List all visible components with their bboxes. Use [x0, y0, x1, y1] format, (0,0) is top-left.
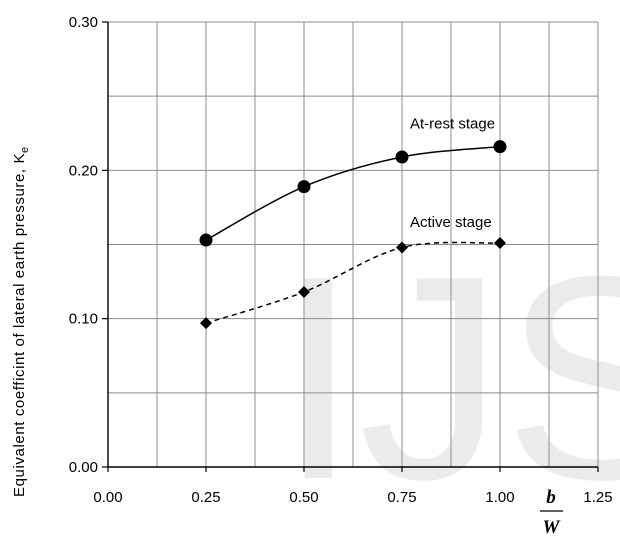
y-axis-label-text: Equivalent coefficint of lateral earth p…: [11, 153, 28, 497]
series-line: [205, 241, 501, 324]
y-axis-label: Equivalent coefficint of lateral earth p…: [11, 146, 31, 497]
series-at-rest: At-rest stage: [199, 116, 507, 247]
x-tick-label: 0.25: [191, 489, 220, 506]
x-axis-label-numerator: b: [546, 487, 556, 508]
labels: Equivalent coefficint of lateral earth p…: [11, 146, 563, 538]
x-tick-label: 0.75: [387, 489, 416, 506]
series: At-rest stage Active stage: [199, 116, 507, 330]
watermark-text: IJS: [278, 216, 620, 540]
series-line: [205, 145, 501, 241]
axes: [102, 21, 599, 472]
series-label: Active stage: [410, 214, 492, 231]
x-tick-label: 1.00: [485, 489, 514, 506]
data-point-circle: [199, 233, 213, 247]
y-tick-label: 0.10: [69, 311, 98, 328]
data-point-diamond: [298, 285, 310, 298]
data-point-circle: [493, 140, 507, 154]
tick-labels: 0.00 0.25 0.50 0.75 1.00 1.25 0.00 0.10 0.20 0.30: [69, 14, 613, 506]
data-point-circle: [297, 180, 311, 194]
y-axis-label-subscript: e: [19, 146, 31, 153]
x-tick-label: 0.00: [93, 489, 122, 506]
data-point-circle: [395, 150, 409, 164]
y-tick-label: 0.20: [69, 162, 98, 179]
x-tick-label: 1.25: [583, 489, 612, 506]
x-tick-label: 0.50: [289, 489, 318, 506]
data-point-diamond: [494, 237, 506, 250]
x-axis-label-denominator: W: [543, 517, 561, 538]
series-label: At-rest stage: [410, 116, 495, 133]
y-tick-label: 0.00: [69, 459, 98, 476]
data-point-diamond: [396, 241, 408, 254]
series-active: Active stage: [200, 214, 506, 330]
y-tick-label: 0.30: [69, 14, 98, 31]
data-point-diamond: [200, 317, 212, 330]
watermark: IJS: [278, 216, 620, 540]
